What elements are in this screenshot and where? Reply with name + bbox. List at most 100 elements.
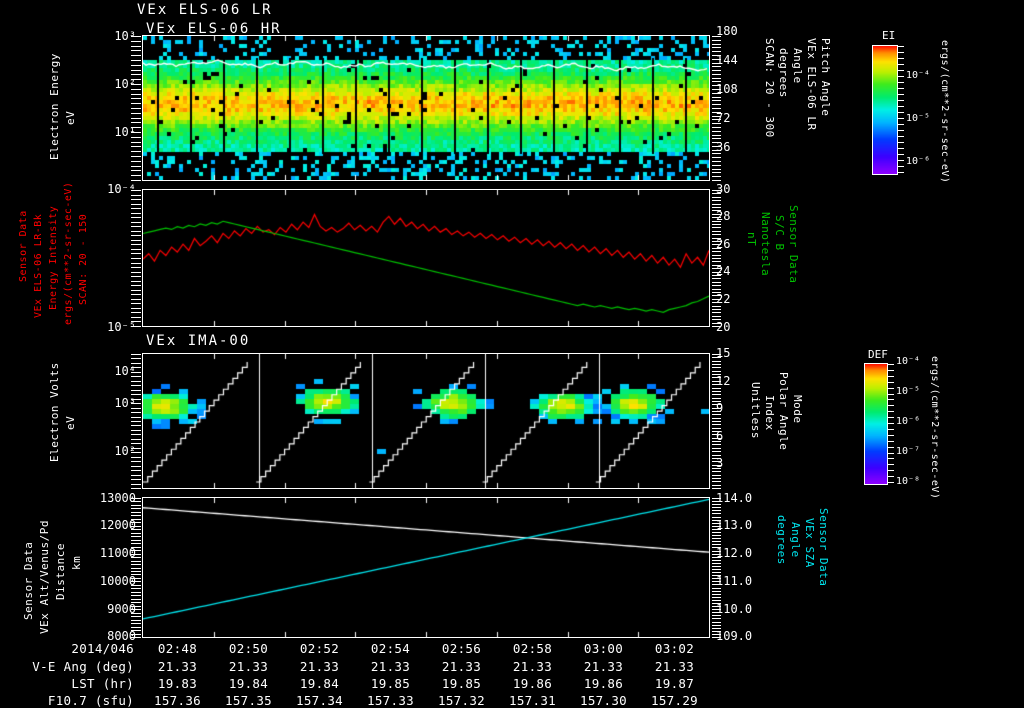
panel-ion-spectrogram[interactable] bbox=[142, 353, 710, 489]
axis-table-row-label-1: V-E Ang (deg) bbox=[32, 659, 134, 674]
axis-minor-tick bbox=[131, 581, 141, 582]
colorbar-tick bbox=[888, 435, 894, 436]
axis-minor-tick bbox=[712, 584, 721, 585]
axis-minor-tick bbox=[712, 135, 721, 136]
colorbar-ei-title: EI bbox=[882, 29, 896, 42]
axis-minor-tick bbox=[712, 97, 721, 98]
colorbar-def[interactable] bbox=[864, 363, 888, 485]
axis-table-cell-2-6: 19.86 bbox=[583, 676, 624, 691]
axis-minor-tick bbox=[712, 575, 721, 576]
axis-minor-tick bbox=[712, 63, 721, 64]
colorbar-def-tick-1: 10⁻⁵ bbox=[896, 386, 921, 397]
axis-minor-tick bbox=[131, 439, 141, 440]
axis-minor-tick bbox=[712, 398, 721, 399]
axis-minor-tick bbox=[712, 268, 721, 269]
axis-minor-tick bbox=[712, 448, 721, 449]
axis-minor-tick bbox=[712, 374, 721, 375]
axis-minor-tick bbox=[712, 615, 721, 616]
axis-minor-tick bbox=[131, 475, 141, 476]
axis-minor-tick bbox=[131, 84, 141, 85]
axis-minor-tick bbox=[712, 100, 721, 101]
axis-minor-tick bbox=[712, 116, 721, 117]
axis-minor-tick bbox=[712, 465, 721, 466]
colorbar-tick bbox=[898, 46, 904, 47]
axis-minor-tick bbox=[131, 312, 141, 313]
axis-minor-tick bbox=[712, 634, 721, 635]
axis-minor-tick bbox=[131, 505, 141, 506]
axis-minor-tick bbox=[131, 358, 141, 359]
axis-minor-tick bbox=[712, 609, 721, 610]
colorbar-ei[interactable] bbox=[872, 45, 898, 175]
axis-minor-tick bbox=[712, 361, 721, 362]
axis-minor-tick bbox=[712, 289, 721, 290]
axis-minor-tick bbox=[712, 625, 721, 626]
panel1-right-label-1: VEx ELS-06 LR bbox=[805, 38, 818, 131]
axis-minor-tick bbox=[131, 574, 141, 575]
axis-table-cell-0-2: 02:52 bbox=[299, 641, 340, 656]
panel3-ytick-1: 10³ bbox=[114, 396, 136, 410]
colorbar-def-tick-2: 10⁻⁶ bbox=[896, 416, 921, 427]
axis-minor-tick bbox=[712, 40, 721, 41]
axis-minor-tick bbox=[712, 391, 721, 392]
axis-minor-tick bbox=[131, 512, 141, 513]
colorbar-tick bbox=[898, 94, 904, 95]
axis-minor-tick bbox=[712, 451, 721, 452]
axis-minor-tick bbox=[131, 554, 141, 555]
axis-minor-tick bbox=[712, 74, 721, 75]
axis-minor-tick bbox=[712, 622, 721, 623]
axis-minor-tick bbox=[131, 540, 141, 541]
panel-altitude-sza[interactable] bbox=[142, 497, 710, 638]
axis-minor-tick bbox=[712, 255, 721, 256]
colorbar-tick bbox=[888, 447, 894, 448]
panel2-left-label-1: VEx ELS-06 LR-Bk bbox=[33, 213, 44, 318]
colorbar-tick bbox=[898, 118, 904, 119]
axis-minor-tick bbox=[712, 150, 721, 151]
panel2-right-label-3: nT bbox=[745, 232, 758, 247]
panel1-rtick-1: 144 bbox=[716, 53, 738, 67]
axis-minor-tick bbox=[712, 316, 721, 317]
panel2-right-label-2: Nanotesla bbox=[759, 212, 772, 277]
axis-minor-tick bbox=[712, 377, 721, 378]
axis-minor-tick bbox=[131, 74, 141, 75]
axis-minor-tick bbox=[712, 569, 721, 570]
axis-table-cell-3-5: 157.31 bbox=[509, 693, 556, 708]
axis-minor-tick bbox=[131, 281, 141, 282]
colorbar-tick bbox=[888, 405, 894, 406]
axis-minor-tick bbox=[131, 156, 141, 157]
axis-minor-tick bbox=[712, 70, 721, 71]
axis-minor-tick bbox=[131, 602, 141, 603]
axis-minor-tick bbox=[131, 258, 141, 259]
axis-minor-tick bbox=[712, 244, 721, 245]
axis-minor-tick bbox=[712, 631, 721, 632]
axis-table-cell-3-0: 157.36 bbox=[154, 693, 201, 708]
axis-minor-tick bbox=[131, 294, 141, 295]
axis-minor-tick bbox=[131, 408, 141, 409]
axis-minor-tick bbox=[131, 79, 141, 80]
axis-minor-tick bbox=[712, 504, 721, 505]
axis-minor-tick bbox=[712, 557, 721, 558]
panel-electron-energy-spectrogram[interactable] bbox=[142, 35, 710, 181]
axis-minor-tick bbox=[712, 501, 721, 502]
axis-minor-tick bbox=[712, 354, 721, 355]
axis-minor-tick bbox=[131, 484, 141, 485]
axis-minor-tick bbox=[712, 176, 721, 177]
axis-minor-tick bbox=[131, 199, 141, 200]
axis-minor-tick bbox=[131, 536, 141, 537]
axis-minor-tick bbox=[712, 193, 721, 194]
axis-table-cell-0-4: 02:56 bbox=[441, 641, 482, 656]
colorbar-tick bbox=[898, 124, 904, 125]
axis-minor-tick bbox=[712, 401, 721, 402]
panel4-rtick-4: 110.0 bbox=[716, 602, 753, 616]
axis-minor-tick bbox=[131, 585, 141, 586]
panel1-right-label-0: Pitch Angle bbox=[819, 38, 832, 117]
axis-minor-tick bbox=[131, 55, 141, 56]
axis-minor-tick bbox=[131, 89, 141, 90]
axis-minor-tick bbox=[712, 204, 721, 205]
axis-minor-tick bbox=[712, 547, 721, 548]
axis-minor-tick bbox=[131, 452, 141, 453]
panel-energy-intensity-magnetic-field[interactable] bbox=[142, 189, 710, 327]
colorbar-tick bbox=[898, 172, 904, 173]
colorbar-tick bbox=[888, 376, 894, 377]
axis-minor-tick bbox=[131, 571, 141, 572]
axis-minor-tick bbox=[131, 550, 141, 551]
